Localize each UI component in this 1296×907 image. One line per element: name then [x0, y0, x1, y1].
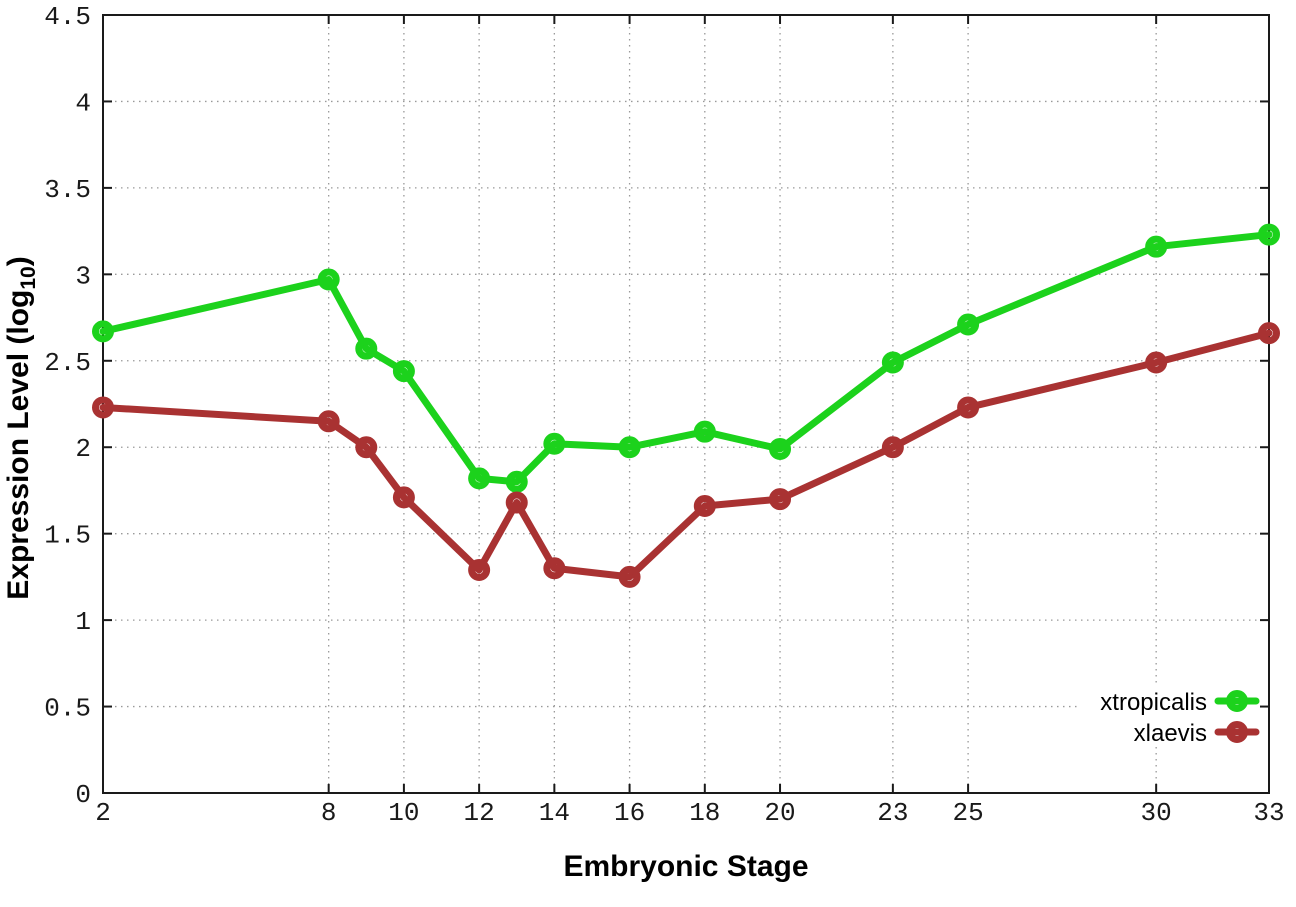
- series-xtropicalis-point: [355, 337, 378, 360]
- legend-label-xtropicalis: xtropicalis: [1100, 689, 1207, 716]
- x-tick-label: 33: [1253, 798, 1284, 828]
- x-tick-label: 30: [1141, 798, 1172, 828]
- series-xlaevis-point: [618, 565, 641, 588]
- series-xlaevis-point: [468, 558, 491, 581]
- series-xtropicalis-point: [1145, 235, 1168, 258]
- series-xlaevis-point: [957, 396, 980, 419]
- y-axis-title: Expression Level (log10): [2, 256, 40, 599]
- y-tick-label: 0.5: [44, 694, 91, 724]
- x-tick-label: 16: [614, 798, 645, 828]
- series-xlaevis-point: [505, 491, 528, 514]
- series-xtropicalis-point: [543, 432, 566, 455]
- x-axis-title: Embryonic Stage: [563, 850, 808, 883]
- series-xlaevis-point: [1258, 322, 1280, 345]
- series-xtropicalis-point: [468, 467, 491, 490]
- series-xtropicalis-point: [505, 470, 528, 493]
- y-tick-label: 0: [75, 780, 91, 810]
- x-tick-label: 2: [95, 798, 111, 828]
- x-tick-label: 23: [877, 798, 908, 828]
- series-xlaevis-point: [355, 436, 378, 459]
- y-tick-label: 2.5: [44, 348, 91, 378]
- series-xlaevis-point: [317, 410, 340, 433]
- series-xlaevis-point: [392, 486, 415, 509]
- y-tick-label: 1: [75, 607, 91, 637]
- x-tick-label: 14: [539, 798, 570, 828]
- y-tick-label: 2: [75, 434, 91, 464]
- series-xtropicalis-point: [317, 268, 340, 291]
- x-tick-label: 25: [952, 798, 983, 828]
- series-xlaevis-point: [769, 488, 792, 511]
- legend-label-xlaevis: xlaevis: [1134, 720, 1207, 747]
- series-xlaevis-point: [881, 436, 904, 459]
- x-tick-label: 18: [689, 798, 720, 828]
- x-tick-label: 12: [464, 798, 495, 828]
- y-tick-label: 1.5: [44, 521, 91, 551]
- x-tick-label: 8: [321, 798, 337, 828]
- x-tick-label: 20: [764, 798, 795, 828]
- series-xlaevis-point: [92, 396, 114, 419]
- series-xlaevis-point: [543, 557, 566, 580]
- y-tick-label: 4: [75, 88, 91, 118]
- y-tick-label: 3.5: [44, 175, 91, 205]
- series-xtropicalis-point: [618, 436, 641, 459]
- y-tick-label: 3: [75, 261, 91, 291]
- series-xtropicalis-point: [1258, 223, 1280, 246]
- series-xtropicalis-point: [881, 351, 904, 374]
- legend-sample-marker-xtropicalis: [1226, 690, 1248, 712]
- legend-sample-marker-xlaevis: [1226, 721, 1248, 743]
- series-xtropicalis-point: [957, 313, 980, 336]
- series-xtropicalis-point: [769, 437, 792, 460]
- x-tick-label: 10: [388, 798, 419, 828]
- series-xlaevis-point: [1145, 351, 1168, 374]
- y-tick-label: 4.5: [44, 2, 91, 32]
- series-xlaevis-point: [693, 495, 716, 518]
- series-xtropicalis-point: [392, 360, 415, 383]
- series-xtropicalis-point: [92, 320, 114, 343]
- series-xtropicalis-point: [693, 420, 716, 443]
